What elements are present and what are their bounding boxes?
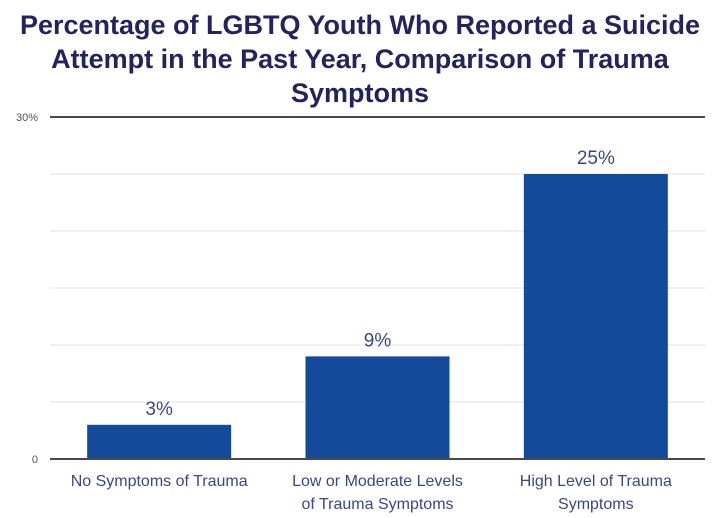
data-label: 25%	[577, 148, 615, 169]
x-tick-label: of Trauma Symptoms	[301, 496, 453, 513]
x-tick-label: Symptoms	[558, 496, 634, 513]
x-tick-label: Low or Moderate Levels	[292, 473, 463, 490]
y-tick-label: 30%	[16, 112, 38, 124]
bar	[87, 424, 232, 459]
bar	[523, 174, 668, 459]
x-tick-label: No Symptoms of Trauma	[71, 473, 248, 490]
bar	[305, 356, 450, 459]
data-label: 9%	[364, 330, 392, 351]
chart-title: Percentage of LGBTQ Youth Who Reported a…	[19, 10, 701, 108]
y-tick-label: 0	[32, 454, 38, 466]
data-label: 3%	[145, 399, 173, 420]
x-tick-label: High Level of Trauma	[520, 473, 672, 490]
